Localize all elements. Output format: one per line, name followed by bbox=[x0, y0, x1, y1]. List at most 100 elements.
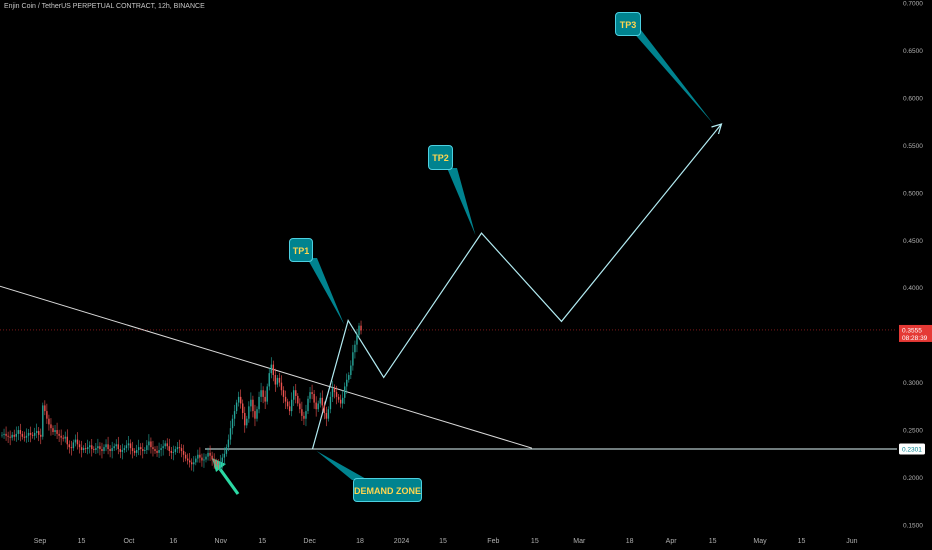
candle bbox=[129, 439, 132, 455]
candle bbox=[282, 386, 285, 404]
candle bbox=[223, 447, 226, 466]
projection-arrowhead bbox=[711, 123, 723, 135]
time-tick-label: Mar bbox=[573, 538, 586, 545]
candle bbox=[199, 447, 201, 463]
candle bbox=[227, 434, 230, 452]
candle bbox=[40, 428, 42, 445]
candle bbox=[29, 426, 32, 443]
candle bbox=[274, 368, 277, 392]
price-tick-label: 0.1500 bbox=[903, 523, 923, 530]
candle bbox=[280, 375, 283, 396]
candle bbox=[93, 446, 95, 453]
candle bbox=[154, 446, 156, 454]
candle bbox=[74, 434, 77, 447]
price-tick-label: 0.4500 bbox=[903, 238, 923, 245]
candle bbox=[272, 360, 275, 382]
candle bbox=[337, 394, 340, 403]
candle bbox=[52, 425, 54, 435]
candle bbox=[307, 395, 309, 414]
candle bbox=[150, 437, 152, 454]
candle bbox=[211, 451, 213, 466]
candle bbox=[82, 445, 85, 453]
candle bbox=[319, 392, 321, 408]
candle bbox=[17, 426, 20, 441]
candle bbox=[258, 391, 260, 414]
candle bbox=[270, 357, 272, 379]
candle bbox=[221, 453, 224, 469]
candle bbox=[358, 322, 360, 339]
candle bbox=[197, 449, 199, 463]
candle bbox=[27, 428, 30, 443]
candle bbox=[356, 328, 358, 353]
candle bbox=[56, 422, 58, 440]
candle bbox=[352, 344, 354, 371]
time-tick-label: 15 bbox=[798, 538, 806, 545]
candle bbox=[170, 446, 173, 460]
price-tick-label: 0.3000 bbox=[903, 380, 923, 387]
time-tick-label: 16 bbox=[169, 538, 177, 545]
candle bbox=[188, 453, 191, 468]
candle bbox=[44, 400, 46, 416]
tp2-pointer bbox=[447, 168, 476, 236]
candle bbox=[42, 402, 44, 440]
candle bbox=[317, 400, 319, 413]
candle bbox=[266, 383, 268, 405]
candle bbox=[46, 403, 48, 424]
candle bbox=[172, 445, 175, 461]
candle bbox=[348, 372, 350, 383]
candle bbox=[354, 340, 356, 359]
time-tick-label: 15 bbox=[78, 538, 86, 545]
candle bbox=[262, 386, 264, 404]
time-tick-label: 15 bbox=[258, 538, 266, 545]
candle bbox=[111, 441, 113, 459]
time-tick-label: Jun bbox=[846, 538, 857, 545]
candle bbox=[133, 448, 136, 456]
candle bbox=[91, 439, 93, 457]
time-tick-label: 15 bbox=[439, 538, 447, 545]
candle bbox=[225, 444, 228, 457]
candle bbox=[135, 444, 138, 457]
candle bbox=[21, 431, 24, 440]
candle bbox=[60, 429, 62, 446]
candle bbox=[140, 443, 142, 456]
candle bbox=[229, 420, 232, 445]
candle bbox=[166, 438, 168, 451]
candle bbox=[113, 443, 115, 451]
projection-path bbox=[312, 123, 722, 449]
candle bbox=[237, 391, 240, 407]
candle bbox=[68, 440, 71, 454]
candle bbox=[299, 398, 301, 414]
descending-trendline bbox=[0, 285, 533, 449]
candle bbox=[50, 418, 52, 436]
candle bbox=[1, 431, 3, 438]
candle bbox=[62, 434, 64, 442]
candle bbox=[333, 384, 336, 399]
price-tick-label: 0.6500 bbox=[903, 48, 923, 55]
candle bbox=[239, 389, 242, 409]
candle bbox=[76, 432, 79, 450]
candle bbox=[178, 439, 181, 454]
candle bbox=[256, 406, 258, 422]
time-tick-label: 2024 bbox=[394, 538, 410, 545]
candle bbox=[233, 404, 236, 427]
candle bbox=[215, 458, 217, 468]
time-tick-label: 18 bbox=[356, 538, 364, 545]
candle bbox=[121, 443, 124, 460]
candle bbox=[286, 398, 289, 410]
demand-zone-callout: DEMAND ZONE bbox=[353, 478, 422, 502]
time-tick-label: May bbox=[753, 538, 767, 545]
candle bbox=[84, 442, 87, 454]
candle bbox=[70, 440, 73, 456]
candle bbox=[162, 439, 164, 456]
price-tick-label: 0.4000 bbox=[903, 285, 923, 292]
candle bbox=[7, 431, 9, 443]
candle bbox=[217, 459, 219, 470]
candle bbox=[109, 445, 111, 458]
candle bbox=[80, 440, 83, 458]
candle bbox=[38, 427, 40, 442]
candle bbox=[119, 445, 122, 459]
tp2-callout: TP2 bbox=[428, 145, 453, 170]
candle bbox=[176, 442, 179, 454]
